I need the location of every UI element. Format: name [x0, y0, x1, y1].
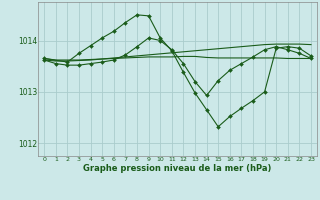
X-axis label: Graphe pression niveau de la mer (hPa): Graphe pression niveau de la mer (hPa) [84, 164, 272, 173]
